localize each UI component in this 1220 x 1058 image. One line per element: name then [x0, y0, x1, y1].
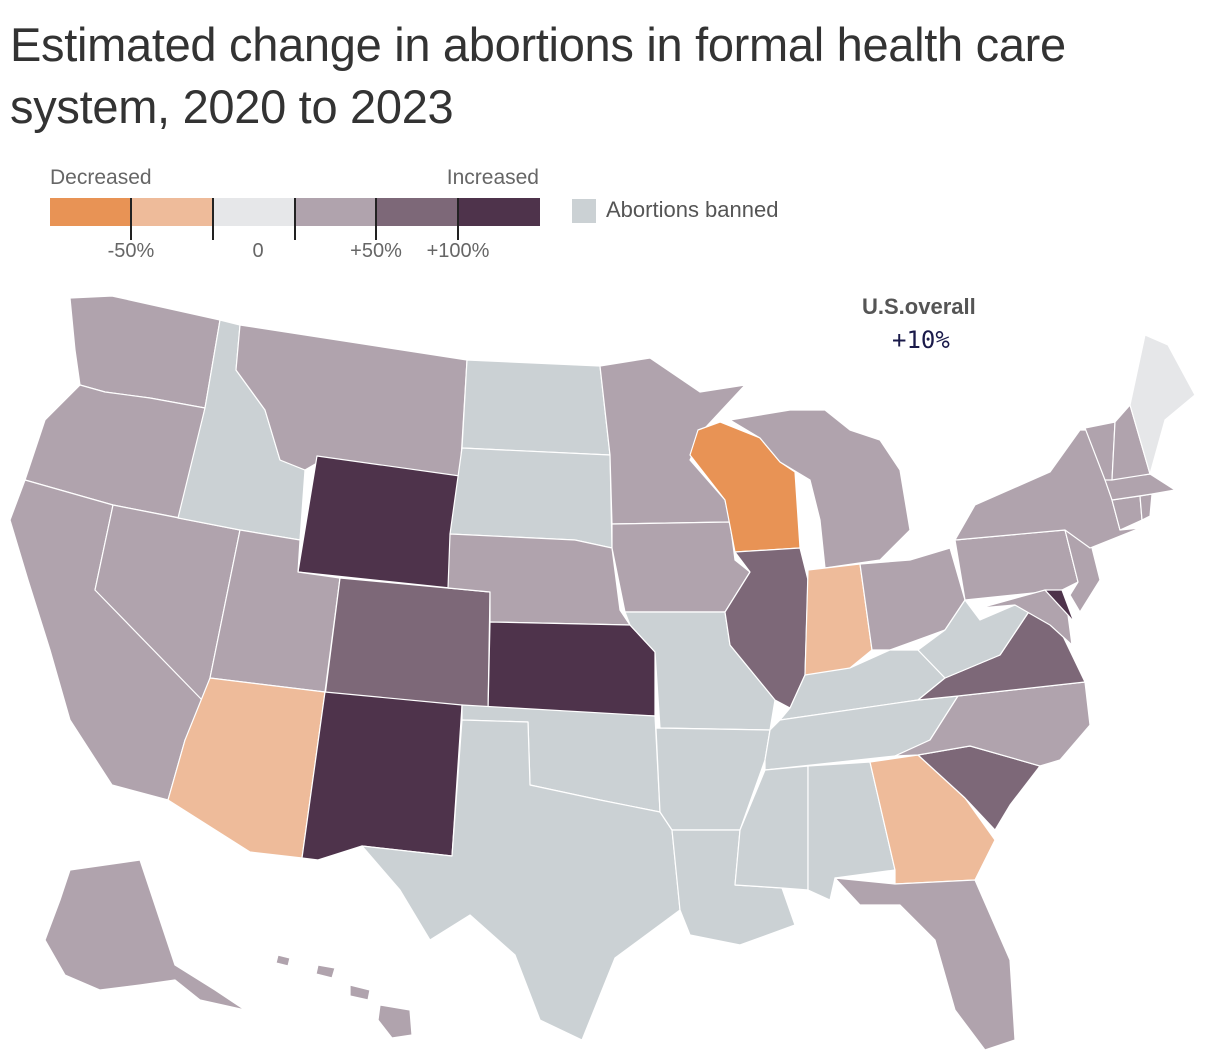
legend-swatch-bin-2: [131, 198, 214, 226]
state-rhode-island[interactable]: [1139, 493, 1153, 521]
state-new-mexico[interactable]: [301, 691, 463, 861]
legend-tick: [457, 198, 459, 240]
legend-tick-label-zero: 0: [252, 240, 264, 262]
map-title: Estimated change in abortions in formal …: [10, 18, 1066, 133]
legend-banned-swatch: [572, 199, 596, 223]
state-texas[interactable]: [361, 719, 681, 1041]
legend-swatch-bin-4: [295, 198, 377, 226]
legend-tick: [130, 198, 132, 240]
us-states-map: [9, 295, 1196, 1051]
state-iowa[interactable]: [611, 521, 751, 613]
state-hawaii[interactable]: [275, 954, 413, 1039]
legend-tick: [212, 198, 214, 240]
legend-decreased-label: Decreased: [50, 166, 152, 189]
us-overall-value: +10%: [892, 326, 950, 354]
legend-tick: [294, 198, 296, 240]
legend-tick-label-plus-100: +100%: [426, 240, 490, 262]
legend-tick: [375, 198, 377, 240]
state-south-dakota[interactable]: [449, 447, 613, 549]
state-wyoming[interactable]: [297, 455, 461, 589]
state-michigan[interactable]: [729, 409, 911, 569]
state-illinois[interactable]: [724, 547, 809, 709]
state-kansas[interactable]: [487, 621, 656, 717]
legend-swatch-bin-5: [376, 198, 459, 226]
state-colorado[interactable]: [324, 577, 491, 713]
legend-banned-label: Abortions banned: [606, 197, 779, 222]
state-alaska[interactable]: [44, 859, 246, 1011]
legend-swatch-bin-3: [213, 198, 296, 226]
state-minnesota[interactable]: [599, 357, 746, 525]
us-overall-label: U.S.overall: [862, 294, 976, 319]
state-florida[interactable]: [834, 877, 1016, 1051]
legend-swatch-bin-6: [458, 198, 541, 226]
state-north-dakota[interactable]: [461, 359, 611, 456]
legend-swatch-bin-1: [50, 198, 132, 226]
legend-tick-label-plus-50: +50%: [350, 240, 402, 262]
state-delaware[interactable]: [1044, 589, 1075, 623]
legend-increased-label: Increased: [446, 166, 539, 189]
state-maine[interactable]: [1129, 334, 1196, 475]
legend-tick-label-minus-50: -50%: [107, 240, 155, 262]
legend-color-scale: [50, 198, 541, 226]
